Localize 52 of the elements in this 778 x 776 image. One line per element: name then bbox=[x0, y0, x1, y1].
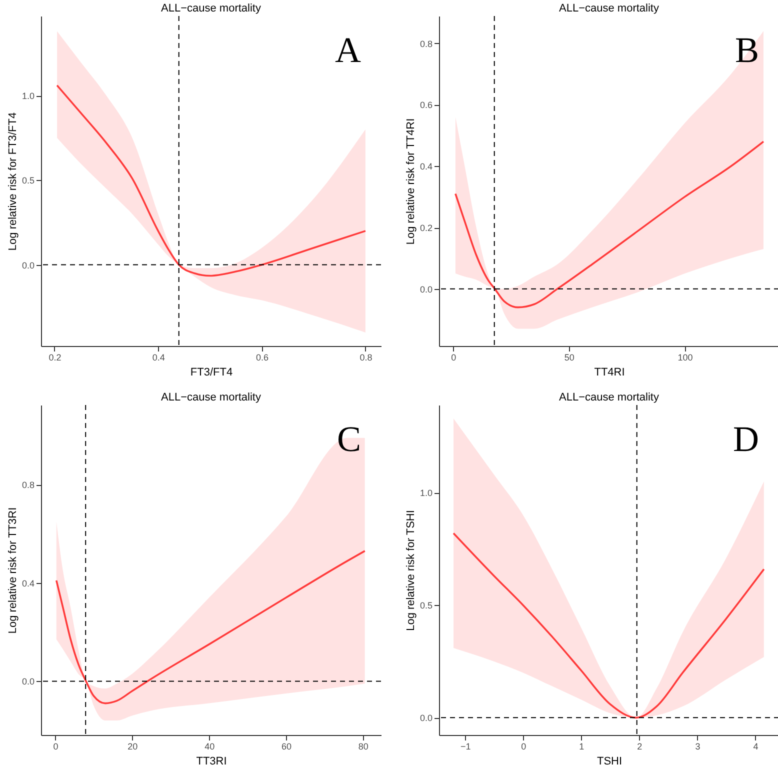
y-tick-label: 0.5 bbox=[22, 176, 34, 186]
chart-title: ALL−cause mortality bbox=[161, 392, 262, 404]
annotation: C bbox=[336, 419, 361, 459]
x-tick-label: 0 bbox=[521, 742, 526, 752]
x-tick-label: −1 bbox=[460, 742, 471, 752]
x-tick-label: 80 bbox=[358, 742, 368, 752]
chart-title: ALL−cause mortality bbox=[559, 392, 660, 404]
x-tick-label: 0.8 bbox=[360, 352, 372, 362]
x-tick-label: 40 bbox=[204, 742, 215, 752]
y-tick-label: 0.4 bbox=[22, 578, 34, 588]
x-axis-title: TT3RI bbox=[196, 756, 227, 768]
y-tick-label: 0.5 bbox=[420, 600, 432, 611]
x-tick-label: 0.4 bbox=[152, 352, 165, 362]
line-series bbox=[56, 84, 366, 277]
chart-title: ALL−cause mortality bbox=[559, 2, 660, 14]
y-tick-label: 1.0 bbox=[420, 488, 432, 498]
y-axis-title: Log relative risk for TT4RI bbox=[404, 118, 417, 245]
line-series bbox=[452, 532, 765, 719]
annotation: A bbox=[335, 30, 361, 70]
x-axis-title: FT3/FT4 bbox=[190, 366, 233, 378]
x-tick-label: 0.2 bbox=[48, 352, 62, 362]
x-tick-label: 20 bbox=[128, 742, 138, 752]
x-tick-label: 2 bbox=[637, 742, 642, 752]
x-axis-title: TSHI bbox=[596, 756, 622, 768]
y-tick-label: 0.6 bbox=[420, 100, 432, 110]
y-tick-label: 0.4 bbox=[420, 162, 432, 172]
x-tick-label: 100 bbox=[678, 352, 693, 362]
x-tick-label: 60 bbox=[281, 742, 292, 752]
y-tick-label: 0.0 bbox=[22, 260, 34, 270]
x-tick-label: 50 bbox=[564, 352, 574, 362]
x-tick-label: 3 bbox=[695, 742, 700, 752]
y-tick-label: 0.8 bbox=[420, 38, 432, 49]
y-axis-title: Log relative risk for FT3/FT4 bbox=[6, 112, 19, 251]
x-tick-label: 4 bbox=[753, 742, 758, 752]
chart-title: ALL−cause mortality bbox=[161, 2, 262, 14]
line-series bbox=[454, 140, 764, 308]
y-tick-label: 1.0 bbox=[22, 91, 34, 102]
y-tick-label: 0.0 bbox=[420, 284, 432, 294]
y-axis-title: Log relative risk for TT3RI bbox=[6, 507, 19, 634]
y-tick-label: 0.2 bbox=[420, 223, 432, 234]
y-tick-label: 0.8 bbox=[22, 480, 34, 490]
y-axis-title: Log relative risk for TSHI bbox=[404, 510, 417, 631]
annotation: B bbox=[734, 30, 759, 70]
annotation: D bbox=[733, 419, 759, 459]
x-tick-label: 1 bbox=[579, 742, 584, 752]
x-tick-label: 0.6 bbox=[256, 352, 269, 362]
x-axis-title: TT4RI bbox=[594, 366, 625, 378]
x-tick-label: 0 bbox=[451, 352, 456, 362]
y-tick-label: 0.0 bbox=[22, 676, 34, 687]
x-tick-label: 0 bbox=[53, 742, 58, 752]
line-series bbox=[55, 550, 366, 704]
y-tick-label: 0.0 bbox=[420, 713, 432, 724]
